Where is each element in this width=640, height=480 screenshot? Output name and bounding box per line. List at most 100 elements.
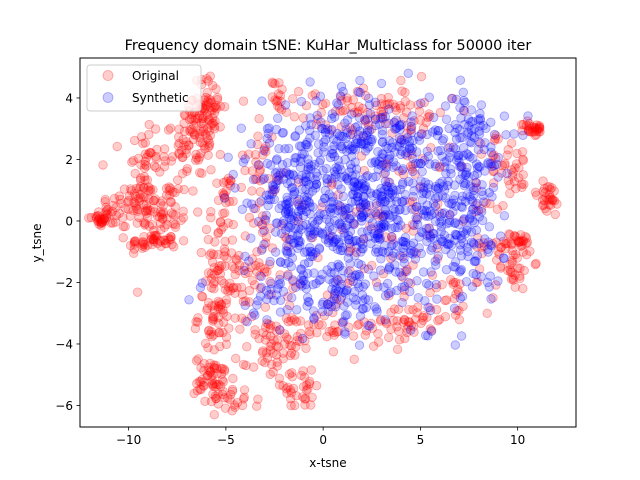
point-original [205,329,215,340]
point-original [342,93,352,103]
point-original [254,198,265,208]
point-synthetic [461,169,471,180]
point-original [275,325,285,335]
point-original [202,370,213,381]
point-original [213,227,224,238]
point-original [207,113,218,123]
point-original [177,152,188,162]
point-synthetic [297,184,307,194]
point-original [306,400,316,410]
point-original [129,197,139,208]
point-synthetic [289,170,299,181]
point-original [329,327,339,338]
point-original [539,183,550,194]
point-original [330,320,340,330]
point-synthetic [278,218,288,229]
point-original [163,233,174,244]
point-original [123,204,133,215]
point-original [476,138,486,149]
point-original [188,115,199,126]
point-original [111,202,121,213]
point-original [391,105,401,116]
point-original [264,259,275,270]
point-synthetic [318,229,328,239]
point-original [148,185,158,195]
point-original [514,173,524,183]
point-original [326,125,336,136]
point-original [518,236,528,247]
point-original [396,134,406,145]
point-synthetic [332,244,343,255]
point-original [407,149,417,160]
point-original [195,384,205,394]
point-original [359,264,370,274]
point-synthetic [282,192,292,203]
point-original [522,116,533,126]
point-original [129,244,139,254]
point-original [239,385,250,395]
point-original [278,168,289,178]
point-original [294,177,304,187]
point-synthetic [324,204,335,214]
point-original [452,284,463,295]
point-original [280,329,290,339]
point-original [383,92,393,103]
point-original [303,384,313,394]
point-synthetic [466,194,476,205]
point-synthetic [445,147,455,158]
point-original [399,169,409,180]
point-original [240,231,251,241]
point-original [179,126,190,137]
point-original [196,377,206,387]
point-synthetic [287,293,297,303]
y-tick-label: 2 [65,153,73,167]
point-original [100,216,110,226]
point-original [525,127,536,137]
point-original [213,296,224,307]
point-original [311,310,322,321]
point-original [292,196,303,207]
point-synthetic [349,177,359,188]
point-synthetic [347,197,357,207]
point-original [506,165,517,175]
point-original [149,234,159,245]
point-synthetic [375,197,386,208]
point-original [221,332,232,342]
point-original [255,176,265,186]
point-synthetic [252,300,262,310]
point-original [208,316,218,326]
point-original [508,167,518,178]
point-original [208,315,219,325]
point-synthetic [467,282,478,292]
point-original [107,206,118,217]
point-original [361,202,371,212]
point-synthetic [329,141,339,151]
point-original [213,265,223,276]
point-original [222,311,232,322]
point-original [192,378,202,389]
point-original [512,253,522,263]
point-original [138,183,149,193]
point-synthetic [340,118,350,128]
point-original [143,185,154,196]
point-original [313,252,323,263]
point-original [271,350,282,360]
point-synthetic [364,126,375,136]
point-synthetic [297,149,307,159]
point-synthetic [403,176,414,187]
point-original [265,223,275,233]
point-original [188,134,199,145]
point-synthetic [246,233,256,243]
point-original [182,163,193,174]
point-original [352,108,363,118]
point-original [240,262,250,272]
point-synthetic [373,233,384,243]
point-original [329,330,339,340]
point-original [298,113,309,123]
point-original [216,369,227,379]
point-original [530,259,541,270]
point-original [457,161,467,172]
point-synthetic [328,241,338,252]
point-original [250,203,261,214]
point-original [316,107,326,118]
